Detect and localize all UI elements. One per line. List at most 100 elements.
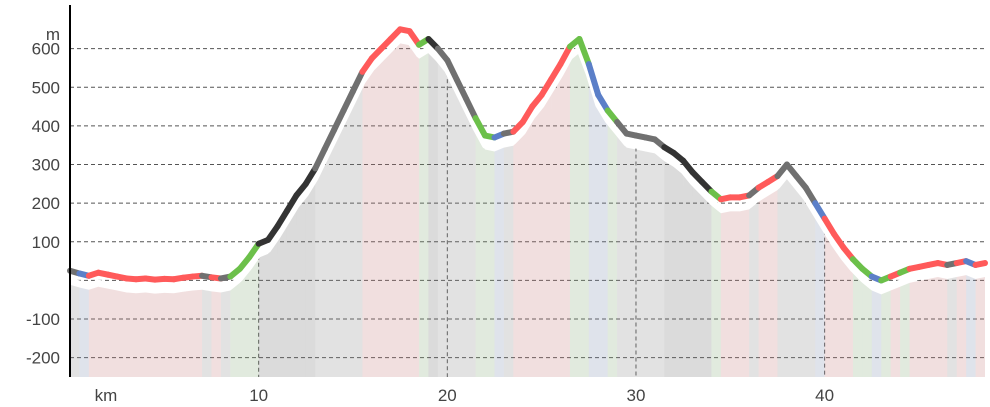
elevation-segment [538, 76, 555, 98]
grade-fill-band [202, 289, 212, 377]
grade-fill-band [268, 240, 278, 377]
grade-fill-band [447, 74, 457, 377]
y-tick-label: -200 [26, 349, 60, 368]
grade-fill-band [437, 62, 448, 377]
grade-fill-band [654, 153, 665, 377]
grade-fill-band [173, 291, 184, 377]
grade-fill-band [749, 201, 759, 377]
grade-fill-band [164, 292, 174, 377]
grade-fill-band [560, 60, 570, 377]
elevation-area [70, 43, 985, 377]
grade-fill-band [805, 201, 816, 377]
grade-fill-band [871, 290, 882, 377]
grade-fill-band [702, 195, 712, 377]
y-tick-label: 300 [32, 156, 60, 175]
grade-fill-band [796, 190, 806, 377]
grade-fill-band [617, 136, 627, 377]
grade-fill-band [579, 52, 589, 377]
grade-fill-band [918, 278, 929, 377]
grade-fill-band [315, 163, 325, 377]
elevation-segment [312, 146, 328, 172]
y-unit-label: m [46, 25, 60, 44]
grade-fill-band [635, 149, 646, 377]
elevation-segment [821, 215, 838, 238]
grade-fill-band [824, 232, 835, 377]
y-tick-label: 100 [32, 233, 60, 252]
grade-fill-band [881, 290, 891, 377]
grade-fill-band [569, 52, 580, 377]
elevation-segment [576, 35, 592, 68]
grade-fill-band [890, 286, 901, 377]
grade-fill-band [673, 166, 684, 377]
grade-fill-band [352, 85, 363, 378]
x-tick-label: 10 [249, 386, 268, 405]
elevation-segment [331, 107, 347, 133]
grade-fill-band [277, 224, 287, 377]
grade-fill-band [692, 186, 703, 377]
grade-fill-band [683, 174, 693, 377]
grade-fill-band [834, 248, 844, 377]
grade-fill-band [286, 209, 297, 377]
elevation-segment [463, 95, 479, 122]
elevation-segment [283, 192, 300, 214]
grade-fill-band [192, 289, 203, 377]
grade-fill-band [485, 149, 495, 377]
tick-labels-layer: -200 -100 100 200 300 400 500 600 10 20 30 40 [26, 40, 834, 405]
grade-fill-band [324, 143, 335, 377]
grade-fill-band [862, 282, 872, 377]
grade-fill-band [117, 290, 127, 377]
grade-fill-band [786, 178, 797, 377]
elevation-segment [548, 61, 564, 83]
elevation-segment [802, 184, 819, 207]
grade-fill-band [607, 124, 618, 377]
grade-fill-layer [69, 36, 986, 378]
grade-fill-band [381, 52, 391, 377]
grade-fill-band [371, 62, 382, 377]
grade-fill-band [843, 261, 853, 377]
grade-fill-band [107, 288, 118, 377]
grade-fill-band [409, 45, 420, 377]
grade-fill-band [758, 195, 769, 377]
grade-fill-band [966, 275, 976, 377]
grade-fill-band [956, 275, 967, 377]
grade-fill-band [928, 277, 938, 377]
x-unit-label: km [95, 386, 118, 405]
y-tick-label: 200 [32, 194, 60, 213]
elevation-halo [69, 36, 986, 294]
grade-fill-band [852, 273, 863, 377]
grade-fill-band [136, 292, 146, 377]
grade-fill-band [541, 93, 552, 378]
grade-fill-band [343, 105, 353, 377]
grade-fill-band [258, 253, 269, 377]
grade-fill-band [456, 93, 467, 378]
y-tick-label: 600 [32, 40, 60, 59]
grade-fill-band [239, 271, 250, 377]
grade-fill-band [522, 120, 533, 377]
grade-fill-band [400, 43, 410, 377]
grade-fill-band [70, 284, 80, 377]
elevation-segment [453, 76, 470, 102]
grade-fill-band [220, 290, 231, 377]
grade-fill-band [777, 178, 787, 377]
grade-fill-band [532, 108, 542, 377]
grade-fill-band [88, 286, 99, 377]
x-tick-label: 30 [627, 386, 646, 405]
grade-fill-band [494, 147, 504, 377]
elevation-segment [585, 61, 602, 98]
grade-fill-band [730, 211, 740, 377]
grade-fill-band [362, 72, 372, 377]
grade-fill-band [588, 78, 599, 377]
elevation-segment [595, 91, 611, 114]
elevation-segment [321, 126, 338, 153]
grade-fill-band [626, 147, 636, 377]
grade-fill-band [98, 286, 108, 377]
elevation-segment [349, 68, 366, 95]
x-tick-label: 40 [815, 386, 834, 405]
grade-fill-band [183, 290, 193, 377]
grade-fill-band [249, 257, 259, 377]
grade-fill-band [720, 211, 731, 377]
axes-layer: m km [46, 5, 118, 405]
grade-fill-band [739, 209, 750, 377]
